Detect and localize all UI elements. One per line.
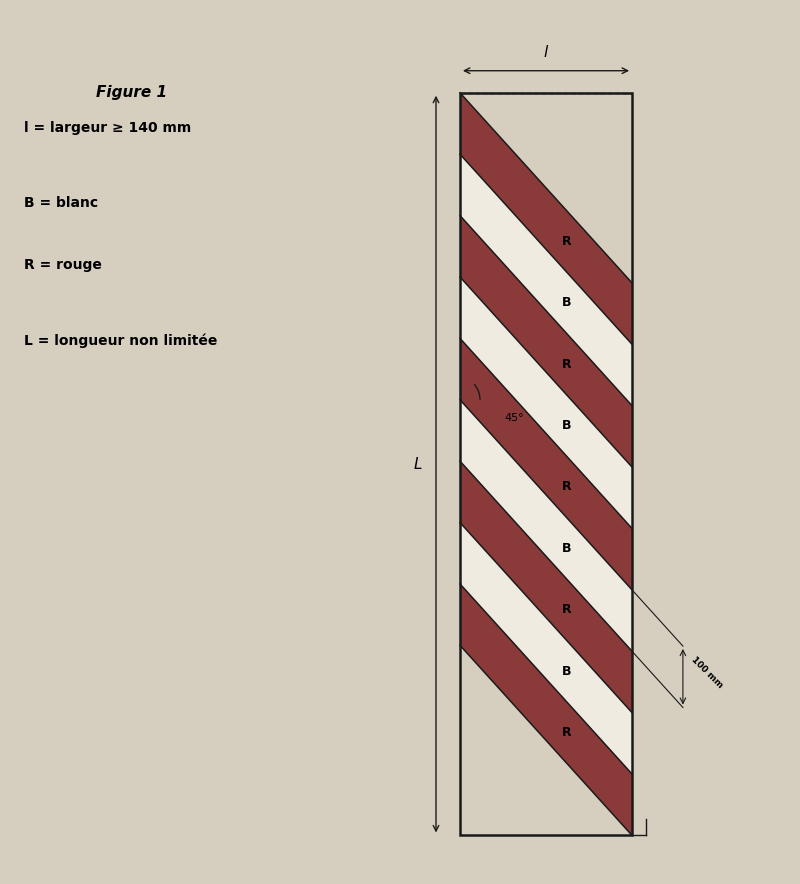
Text: R: R <box>562 726 571 739</box>
Text: R = rouge: R = rouge <box>24 258 102 272</box>
Text: B: B <box>562 419 571 432</box>
Text: Figure 1: Figure 1 <box>96 86 167 100</box>
Polygon shape <box>460 154 632 406</box>
Text: B = blanc: B = blanc <box>24 196 98 210</box>
Text: L: L <box>413 457 422 471</box>
Text: R: R <box>562 358 571 370</box>
Text: B: B <box>562 542 571 555</box>
Text: 100 mm: 100 mm <box>690 655 724 690</box>
Polygon shape <box>460 584 632 835</box>
Text: R: R <box>562 480 571 493</box>
Polygon shape <box>460 216 632 467</box>
Polygon shape <box>460 93 632 344</box>
Text: R: R <box>562 235 571 248</box>
Text: l: l <box>544 45 548 60</box>
Polygon shape <box>460 277 632 529</box>
Text: B: B <box>562 296 571 309</box>
Polygon shape <box>460 522 632 774</box>
Text: l = largeur ≥ 140 mm: l = largeur ≥ 140 mm <box>24 121 191 135</box>
Text: 45°: 45° <box>504 413 524 423</box>
Text: L = longueur non limitée: L = longueur non limitée <box>24 333 218 347</box>
Polygon shape <box>460 400 632 652</box>
Text: R: R <box>562 603 571 616</box>
Text: B: B <box>562 665 571 677</box>
Polygon shape <box>460 339 632 590</box>
Polygon shape <box>460 461 632 713</box>
